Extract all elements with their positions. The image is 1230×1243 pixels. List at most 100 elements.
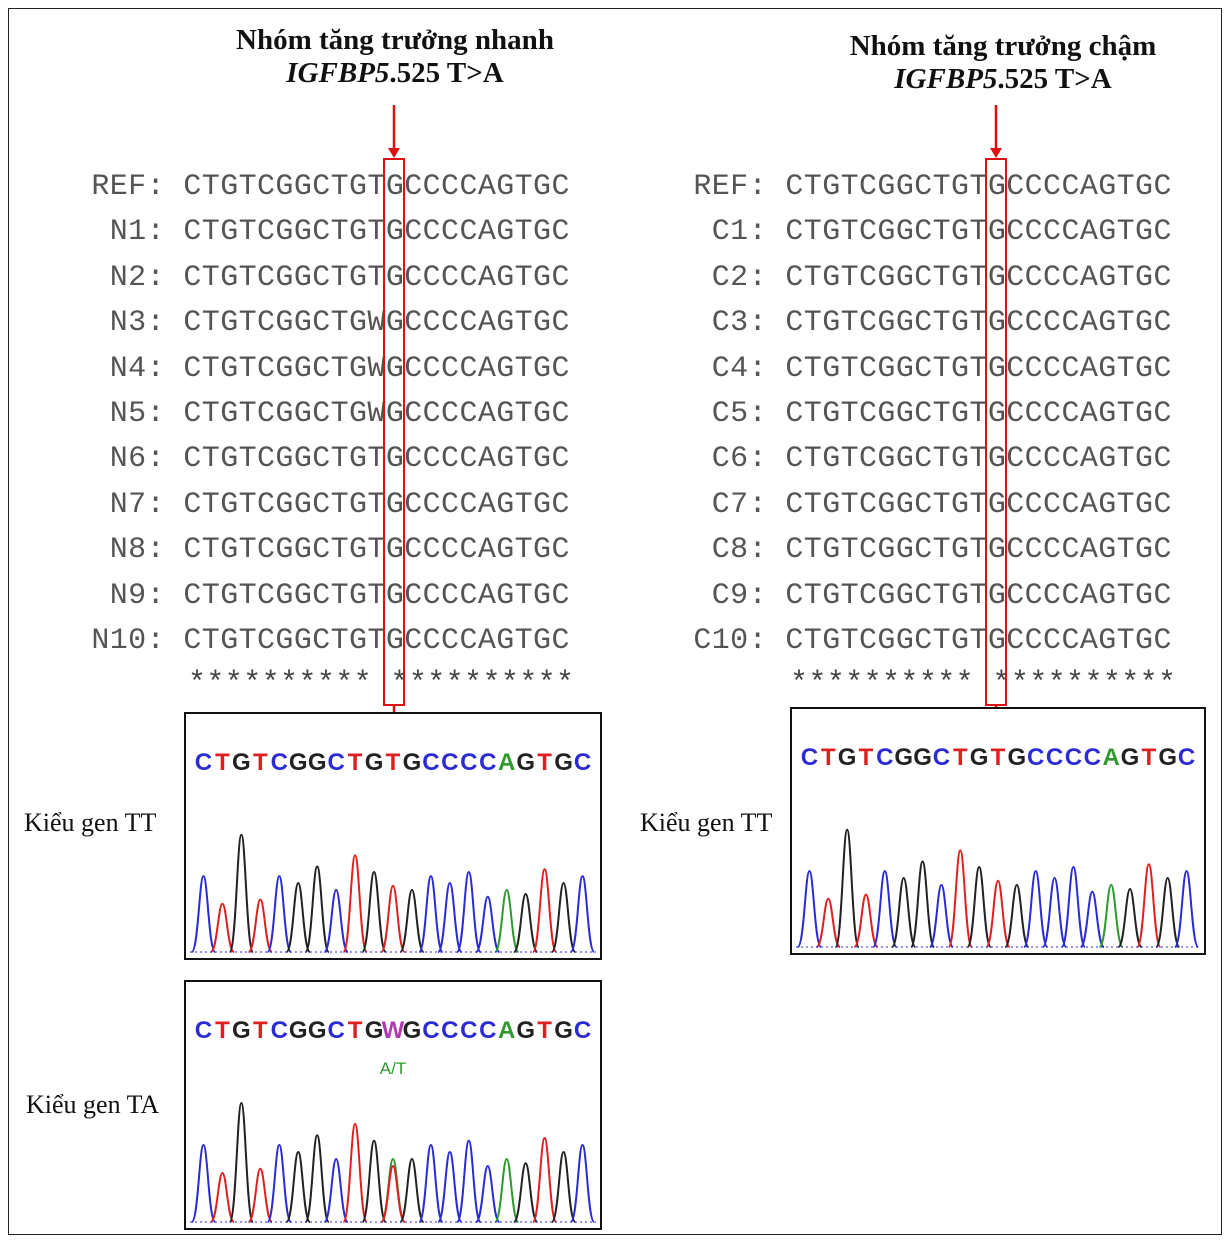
- peak-trace: [550, 881, 577, 953]
- base-call: C: [422, 1017, 439, 1044]
- base-call: G: [554, 1017, 573, 1044]
- genotype-label: Kiểu gen TA: [26, 1090, 160, 1119]
- base-call: C: [876, 744, 893, 771]
- alignment-row: C7: CTGTCGGCTGTGCCCCAGTGC: [682, 488, 1172, 522]
- peak-trace: [1117, 888, 1143, 948]
- sequence-text: CTGTCGGCTGTGCCCCAGTGC: [785, 170, 1172, 204]
- base-call: T: [348, 1017, 363, 1044]
- base-call: T: [953, 744, 968, 771]
- sequence-text: CTGTCGGCTGTGCCCCAGTGC: [785, 397, 1172, 431]
- peak-trace: [323, 1157, 349, 1223]
- base-call: G: [1008, 744, 1027, 771]
- peak-trace: [418, 875, 444, 953]
- base-call: C: [1046, 744, 1063, 771]
- peak-trace: [531, 868, 558, 953]
- peak-trace: [966, 865, 992, 948]
- sequence-text: CTGTCGGCTGTGCCCCAGTGC: [785, 533, 1172, 568]
- alignment-row: N2: CTGTCGGCTGTGCCCCAGTGC: [80, 261, 570, 295]
- peak-trace: [456, 870, 482, 953]
- peak-trace: [304, 1134, 330, 1223]
- left-title: Nhóm tăng trưởng nhanh IGFBP5.525 T>A: [190, 24, 600, 90]
- base-call: G: [554, 749, 573, 776]
- base-call: G: [403, 749, 422, 776]
- peak-trace: [1136, 863, 1162, 948]
- peak-trace: [380, 1164, 406, 1223]
- base-call: T: [537, 1017, 552, 1044]
- peak-trace: [285, 881, 311, 953]
- sequence-text: CTGTCGGCTGTGCCCCAGTGC: [183, 260, 570, 295]
- peak-trace: [190, 1143, 217, 1223]
- genotype-label: Kiểu gen TT: [640, 808, 773, 837]
- sample-label: C2:: [711, 260, 767, 295]
- peak-trace: [228, 1101, 255, 1223]
- left-title-line1: Nhóm tăng trưởng nhanh: [236, 24, 554, 56]
- alignment-row: C1: CTGTCGGCTGTGCCCCAGTGC: [682, 215, 1172, 249]
- peak-trace: [512, 1162, 539, 1223]
- base-call: T: [253, 749, 268, 776]
- peak-trace: [1155, 876, 1181, 948]
- genotype-label: Kiểu gen TT: [24, 808, 157, 837]
- sequence-text: CTGTCGGCTGTGCCCCAGTGC: [785, 578, 1172, 613]
- base-call: C: [574, 1017, 591, 1044]
- peak-trace: [947, 849, 973, 948]
- sequence-text: CTGTCGGCTGTGCCCCAGTGC: [785, 351, 1172, 386]
- peak-trace: [475, 1164, 501, 1223]
- alignment-row: N8: CTGTCGGCTGTGCCCCAGTGC: [80, 533, 570, 567]
- peak-trace: [796, 870, 823, 948]
- peak-trace: [891, 876, 917, 948]
- left-title-variant: .525 T>A: [389, 57, 504, 89]
- base-call: C: [327, 749, 344, 776]
- sample-label: C4:: [711, 351, 767, 386]
- peak-trace: [190, 875, 217, 953]
- base-call: C: [574, 749, 591, 776]
- peak-trace: [834, 828, 860, 948]
- sample-label: N1:: [109, 215, 165, 250]
- alignment-row: N4: CTGTCGGCTGWGCCCCAGTGC: [80, 352, 570, 386]
- base-call: G: [894, 744, 913, 771]
- peak-trace: [475, 895, 501, 953]
- base-call: G: [232, 749, 251, 776]
- base-call: C: [271, 749, 288, 776]
- sample-label: N6:: [109, 442, 165, 477]
- peak-trace: [1173, 870, 1200, 948]
- base-call: C: [460, 1017, 477, 1044]
- peak-trace: [266, 1143, 293, 1223]
- peak-trace: [209, 1171, 236, 1223]
- base-call: A: [498, 1017, 515, 1044]
- alignment-row: N6: CTGTCGGCTGTGCCCCAGTGC: [80, 442, 570, 476]
- peak-trace: [569, 875, 596, 953]
- sample-label: N2:: [109, 260, 165, 295]
- peak-trace: [380, 884, 406, 953]
- sample-label: N4:: [109, 351, 165, 386]
- peak-trace: [266, 875, 293, 953]
- base-call: G: [1121, 744, 1140, 771]
- base-call: C: [195, 749, 212, 776]
- peak-trace: [531, 1136, 558, 1223]
- base-call: T: [348, 749, 363, 776]
- peak-trace: [247, 1167, 274, 1223]
- peak-trace: [456, 1139, 482, 1223]
- sequence-text: CTGTCGGCTGTGCCCCAGTGC: [785, 215, 1172, 250]
- left-title-gene: IGFBP5: [286, 57, 390, 89]
- peak-trace: [928, 883, 955, 948]
- right-title-line1: Nhóm tăng trưởng chậm: [849, 30, 1157, 62]
- sequence-text: CTGTCGGCTGTGCCCCAGTGC: [785, 442, 1172, 477]
- right-title-gene: IGFBP5: [894, 63, 998, 95]
- base-call: C: [479, 749, 496, 776]
- base-call: C: [801, 744, 818, 771]
- alignment-row: C5: CTGTCGGCTGTGCCCCAGTGC: [682, 397, 1172, 431]
- peak-trace: [247, 898, 274, 953]
- peak-trace: [909, 860, 936, 948]
- sample-label: C5:: [711, 397, 767, 431]
- sample-label: C8:: [711, 533, 767, 568]
- base-call: G: [1158, 744, 1177, 771]
- sample-label: C3:: [711, 306, 767, 341]
- base-call: C: [271, 1017, 288, 1044]
- peak-trace: [437, 881, 463, 953]
- base-call: C: [1178, 744, 1195, 771]
- base-call: C: [479, 1017, 496, 1044]
- sample-label: C6:: [711, 442, 767, 477]
- left-title-line2: IGFBP5.525 T>A: [190, 57, 600, 90]
